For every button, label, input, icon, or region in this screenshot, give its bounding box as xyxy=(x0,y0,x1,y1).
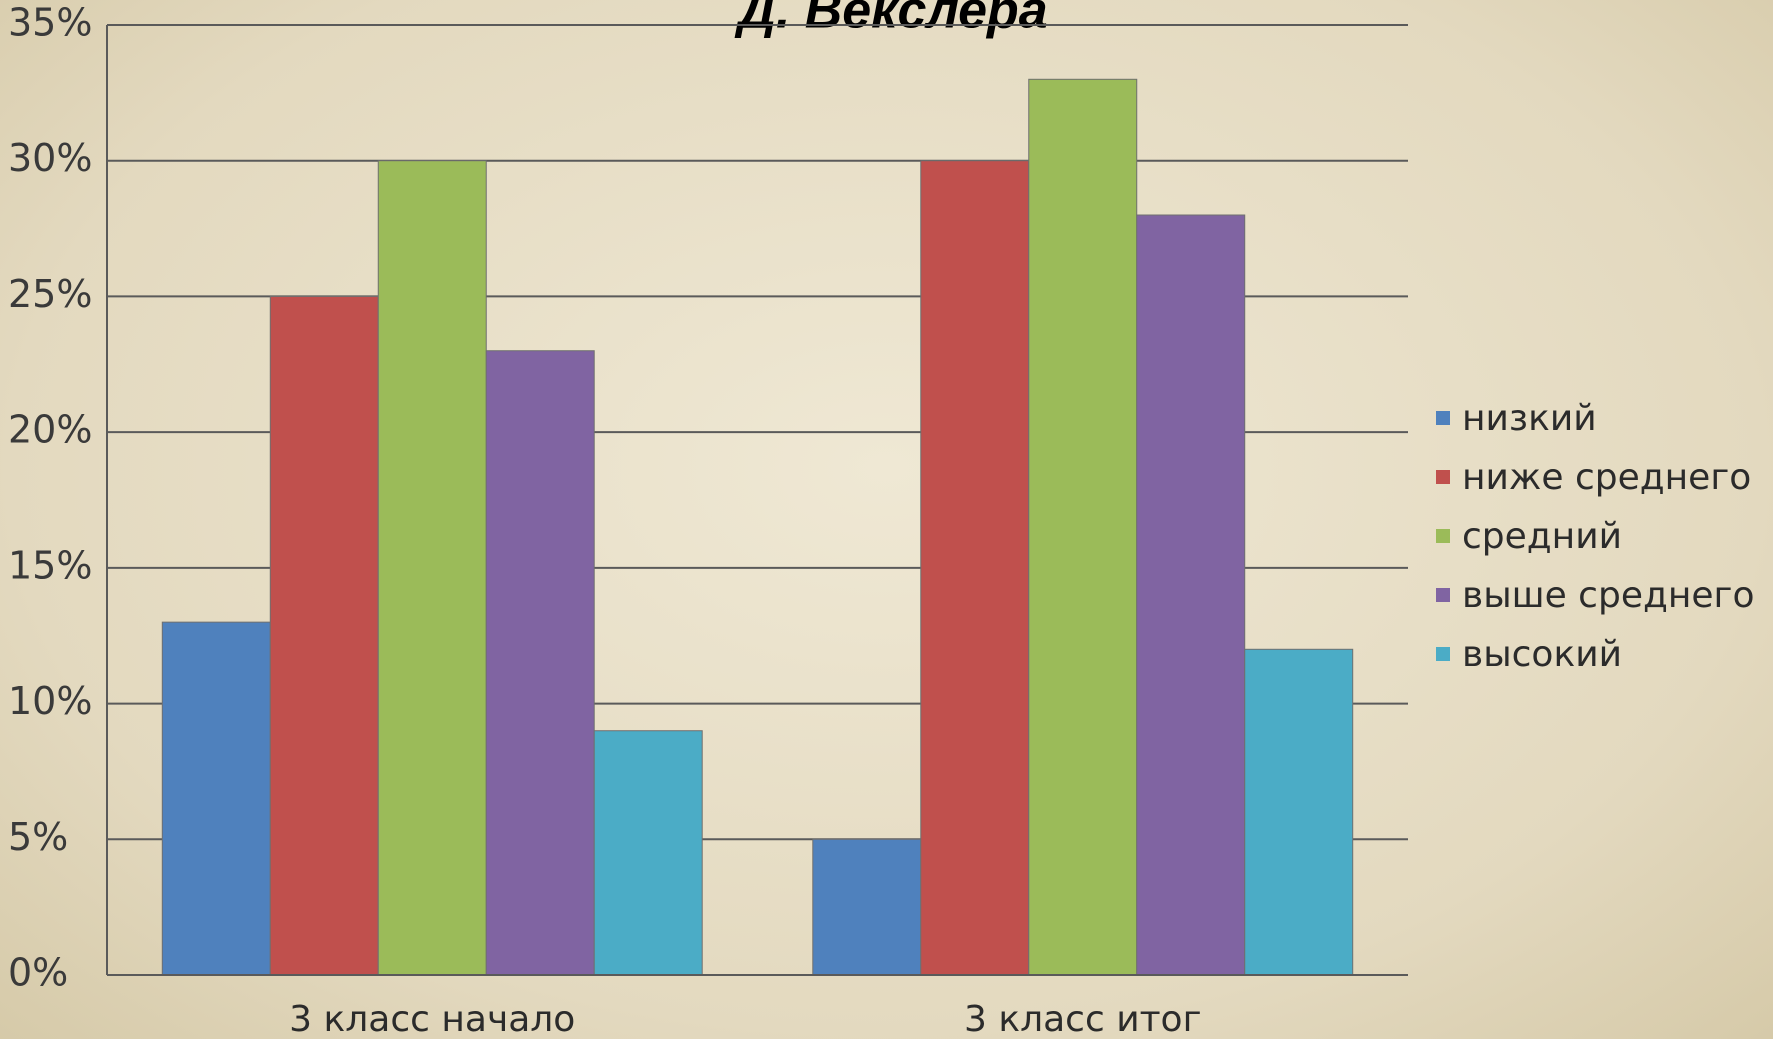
bar xyxy=(1028,78,1138,976)
legend-swatch xyxy=(1436,588,1450,602)
y-tick-label: 0% xyxy=(8,951,68,995)
legend-swatch xyxy=(1436,411,1450,425)
legend-label: ниже среднего xyxy=(1462,457,1751,498)
y-tick-label: 20% xyxy=(8,408,92,452)
bar xyxy=(485,350,595,976)
bar xyxy=(812,838,922,976)
bar xyxy=(161,621,271,976)
y-tick-label: 5% xyxy=(8,815,68,859)
bar xyxy=(920,160,1030,976)
bar xyxy=(593,730,703,976)
legend-swatch xyxy=(1436,647,1450,661)
legend-swatch xyxy=(1436,470,1450,484)
bar xyxy=(377,160,487,976)
y-tick-label: 15% xyxy=(8,543,92,587)
legend-label: высокий xyxy=(1462,634,1622,675)
legend-label: средний xyxy=(1462,516,1622,557)
legend-swatch xyxy=(1436,529,1450,543)
y-tick-label: 35% xyxy=(8,1,92,45)
y-tick-label: 10% xyxy=(8,679,92,723)
bar xyxy=(1136,214,1246,976)
legend-label: низкий xyxy=(1462,398,1597,439)
x-tick-label: 3 класс начало xyxy=(289,999,575,1039)
bar xyxy=(269,295,379,976)
bar xyxy=(1244,648,1354,976)
x-tick-label: 3 класс итог xyxy=(964,999,1202,1039)
y-tick-label: 30% xyxy=(8,136,92,180)
chart-title: Д. Векслера xyxy=(734,0,1047,40)
legend-label: выше среднего xyxy=(1462,575,1754,616)
y-tick-label: 25% xyxy=(8,272,92,316)
